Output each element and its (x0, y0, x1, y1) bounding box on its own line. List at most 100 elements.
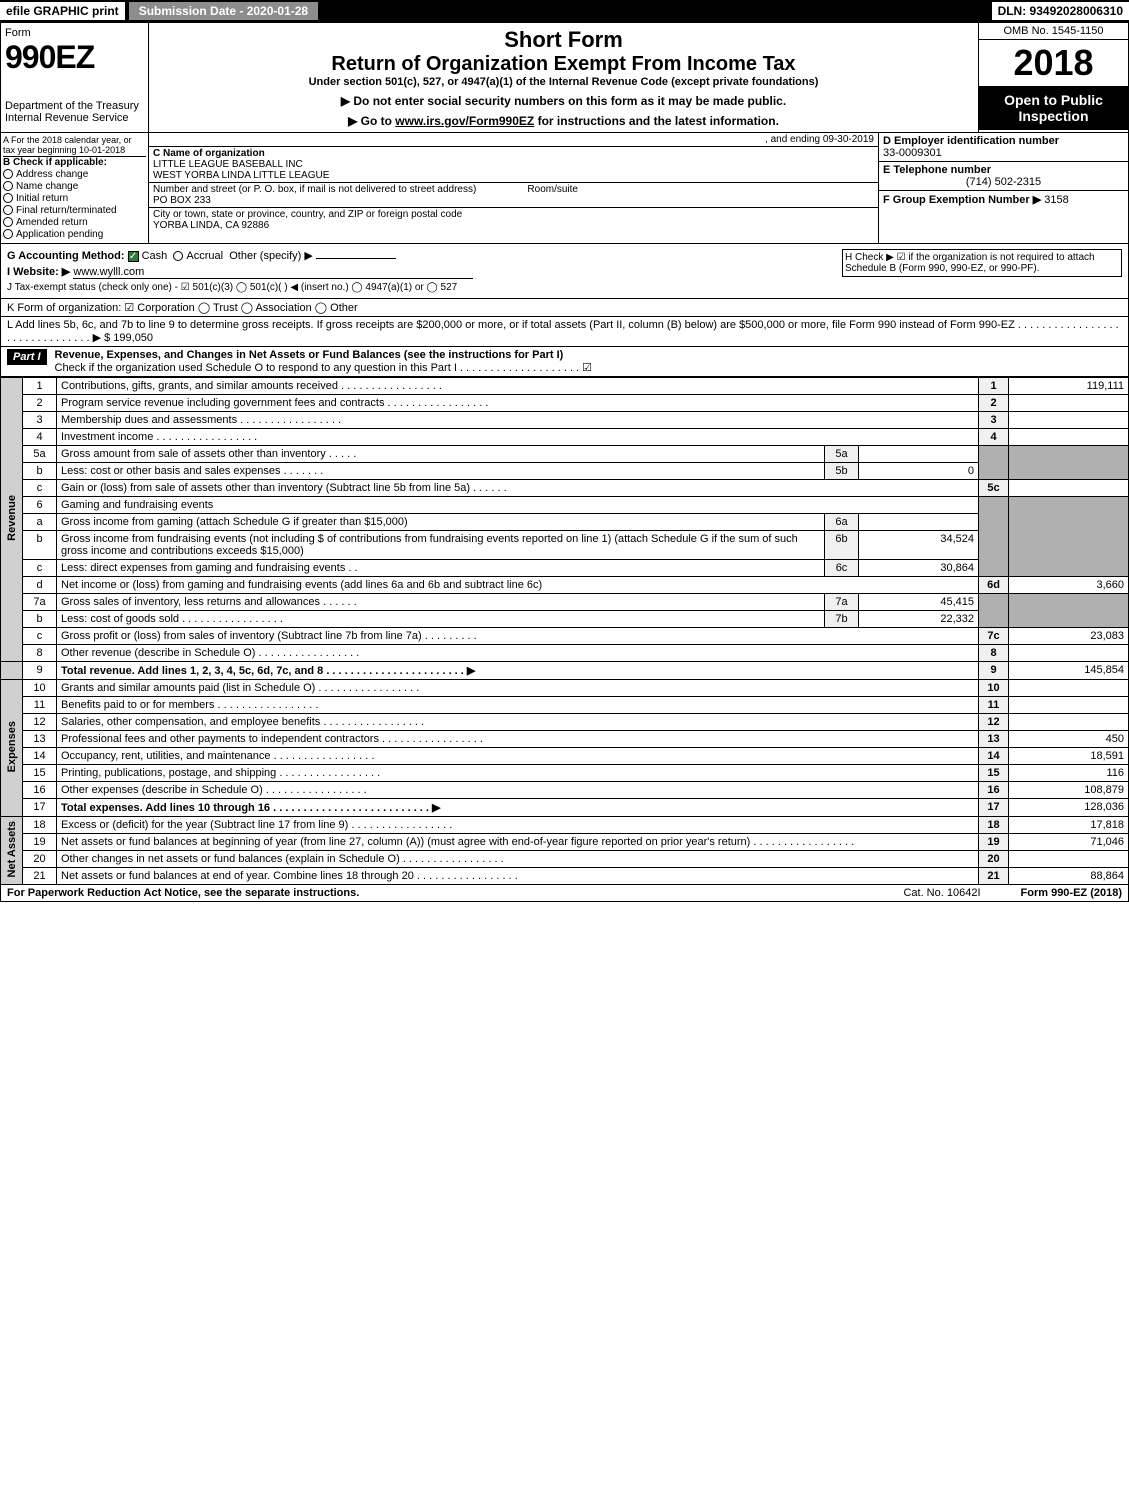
line-17-key: 17 (979, 799, 1009, 817)
rb-accrual[interactable] (173, 251, 183, 261)
submission-date-label: Submission Date - 2020-01-28 (129, 2, 318, 20)
line-4-label: Investment income (61, 431, 153, 443)
line-20-label: Other changes in net assets or fund bala… (61, 853, 400, 865)
line-20-amt (1009, 851, 1129, 868)
omb-number: OMB No. 1545-1150 (979, 23, 1128, 40)
g-label: G Accounting Method: (7, 250, 125, 262)
line-18-num: 18 (23, 817, 57, 834)
footer-cat: Cat. No. 10642I (903, 887, 980, 899)
cb-amended-return[interactable]: Amended return (3, 217, 146, 228)
e-label: E Telephone number (883, 164, 991, 176)
line-6d-amt: 3,660 (1009, 577, 1129, 594)
line-6a-sval (859, 514, 979, 531)
line-6b-sub: 6b (825, 531, 859, 560)
line-11-key: 11 (979, 697, 1009, 714)
j-line: J Tax-exempt status (check only one) - ☑… (7, 282, 1122, 293)
netassets-section-label: Net Assets (1, 817, 23, 885)
shade-6 (979, 497, 1009, 577)
line-20-key: 20 (979, 851, 1009, 868)
line-6c-sub: 6c (825, 560, 859, 577)
org-name-2: WEST YORBA LINDA LITTLE LEAGUE (153, 170, 329, 181)
line-6a-sub: 6a (825, 514, 859, 531)
h-box: H Check ▶ ☑ if the organization is not r… (842, 249, 1122, 277)
line-19-amt: 71,046 (1009, 834, 1129, 851)
line-6c-sval: 30,864 (859, 560, 979, 577)
d-block: D Employer identification number 33-0009… (879, 133, 1128, 162)
line-9-amt: 145,854 (1009, 662, 1129, 680)
website-value[interactable]: www.wylll.com (73, 266, 144, 278)
line-4-num: 4 (23, 429, 57, 446)
cb-address-change[interactable]: Address change (3, 169, 146, 180)
instruction-2: ▶ Go to www.irs.gov/Form990EZ for instru… (157, 114, 970, 128)
line-7a-label: Gross sales of inventory, less returns a… (61, 596, 320, 608)
line-17-amt: 128,036 (1009, 799, 1129, 817)
shade-5ab-amt (1009, 446, 1129, 480)
line-16-amt: 108,879 (1009, 782, 1129, 799)
c-city-label: City or town, state or province, country… (153, 209, 462, 220)
line-12-key: 12 (979, 714, 1009, 731)
org-address: PO BOX 233 (153, 195, 211, 206)
cash-label: Cash (142, 250, 168, 262)
dln-label: DLN: 93492028006310 (992, 2, 1129, 20)
line-15-num: 15 (23, 765, 57, 782)
line-6d-label: Net income or (loss) from gaming and fun… (57, 577, 979, 594)
a-begin: A For the 2018 calendar year, or tax yea… (3, 135, 132, 155)
cb-cash[interactable]: ✓ (128, 251, 139, 262)
inst2-post: for instructions and the latest informat… (534, 114, 779, 128)
line-7a-sval: 45,415 (859, 594, 979, 611)
form-number: 990EZ (5, 39, 144, 76)
c-label: C Name of organization (153, 148, 265, 159)
line-7a-num: 7a (23, 594, 57, 611)
line-14-key: 14 (979, 748, 1009, 765)
part1-title: Revenue, Expenses, and Changes in Net As… (55, 349, 564, 361)
cb-name-change[interactable]: Name change (3, 181, 146, 192)
line-10-key: 10 (979, 680, 1009, 697)
line-19-key: 19 (979, 834, 1009, 851)
line-2-label: Program service revenue including govern… (61, 397, 384, 409)
efile-print-label[interactable]: efile GRAPHIC print (0, 2, 125, 20)
part1-text: Revenue, Expenses, and Changes in Net As… (47, 349, 1122, 374)
line-5c-key: 5c (979, 480, 1009, 497)
line-16-label: Other expenses (describe in Schedule O) (61, 784, 263, 796)
line-5b-label: Less: cost or other basis and sales expe… (61, 465, 281, 477)
line-7b-sub: 7b (825, 611, 859, 628)
tax-year: 2018 (979, 40, 1128, 86)
line-4-key: 4 (979, 429, 1009, 446)
line-1-key: 1 (979, 378, 1009, 395)
line-15-amt: 116 (1009, 765, 1129, 782)
line-6c-label: Less: direct expenses from gaming and fu… (61, 562, 345, 574)
line-6a-num: a (23, 514, 57, 531)
line-7c-amt: 23,083 (1009, 628, 1129, 645)
line-8-amt (1009, 645, 1129, 662)
line-5b-sval: 0 (859, 463, 979, 480)
line-13-key: 13 (979, 731, 1009, 748)
line-11-num: 11 (23, 697, 57, 714)
line-11-label: Benefits paid to or for members (61, 699, 214, 711)
line-13-num: 13 (23, 731, 57, 748)
a-ending: , and ending 09-30-2019 (149, 133, 878, 147)
cb-final-return-label: Final return/terminated (16, 205, 117, 216)
line-7c-label: Gross profit or (loss) from sales of inv… (61, 630, 422, 642)
line-9-key: 9 (979, 662, 1009, 680)
line-18-label: Excess or (deficit) for the year (Subtra… (61, 819, 348, 831)
part1-sub: Check if the organization used Schedule … (55, 362, 593, 374)
cb-initial-return-label: Initial return (16, 193, 68, 204)
line-14-amt: 18,591 (1009, 748, 1129, 765)
cb-initial-return[interactable]: Initial return (3, 193, 146, 204)
irs-link[interactable]: www.irs.gov/Form990EZ (395, 114, 534, 128)
cb-final-return[interactable]: Final return/terminated (3, 205, 146, 216)
open-public-label: Open to Public Inspection (979, 86, 1128, 130)
line-5c-num: c (23, 480, 57, 497)
line-8-key: 8 (979, 645, 1009, 662)
other-input[interactable] (316, 258, 396, 259)
form-word: Form (5, 27, 144, 39)
line-5c-amt (1009, 480, 1129, 497)
line-12-num: 12 (23, 714, 57, 731)
part1-label: Part I (7, 349, 47, 365)
a-end-text: , and ending 09-30-2019 (765, 134, 874, 145)
irs-label: Internal Revenue Service (5, 112, 144, 124)
footer-right: Form 990-EZ (2018) (1021, 887, 1122, 899)
line-7c-num: c (23, 628, 57, 645)
line-16-num: 16 (23, 782, 57, 799)
cb-application-pending[interactable]: Application pending (3, 229, 146, 240)
